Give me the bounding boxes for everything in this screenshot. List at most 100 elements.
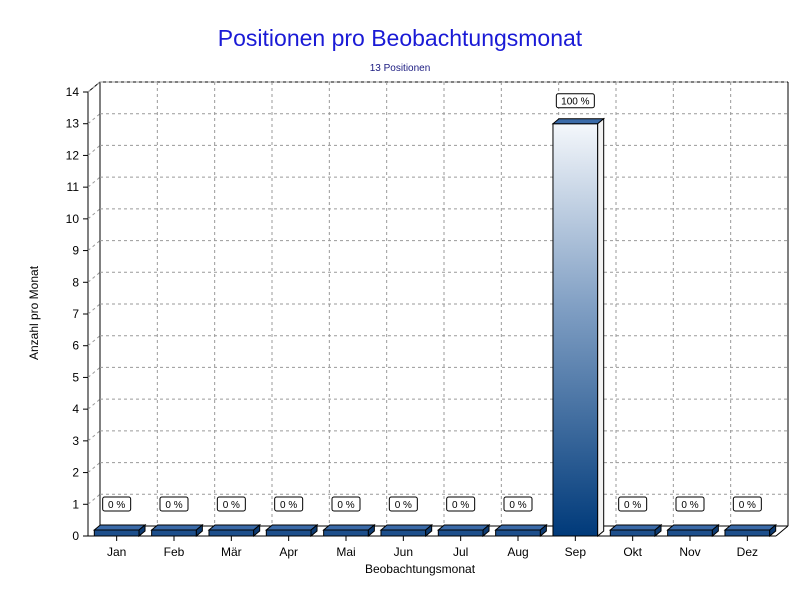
y-axis-label: Anzahl pro Monat bbox=[27, 265, 41, 360]
y-tick-label: 5 bbox=[72, 370, 79, 384]
bar-side-face bbox=[310, 523, 318, 538]
bar-side-face bbox=[539, 523, 547, 538]
grid-line-side bbox=[87, 493, 101, 505]
bar-side-face bbox=[425, 523, 433, 538]
data-label-box bbox=[331, 496, 361, 512]
bar-sep bbox=[552, 123, 599, 537]
x-tick-label: Okt bbox=[623, 545, 642, 559]
data-label-box bbox=[102, 496, 132, 512]
y-tick-label: 8 bbox=[72, 275, 79, 289]
data-label: 0 % bbox=[280, 500, 297, 511]
bar-apr bbox=[265, 529, 312, 537]
x-tick-label: Jun bbox=[394, 545, 413, 559]
x-tick-label: Feb bbox=[164, 545, 185, 559]
data-label: 0 % bbox=[624, 500, 641, 511]
grid-line-side bbox=[87, 303, 101, 315]
data-label-box bbox=[388, 496, 418, 512]
data-label-box bbox=[159, 496, 189, 512]
data-label: 0 % bbox=[223, 500, 240, 511]
bar-mär bbox=[208, 529, 255, 537]
y-tick-label: 12 bbox=[66, 148, 80, 162]
bar-side-face bbox=[195, 523, 203, 538]
data-label-box bbox=[503, 496, 533, 512]
y-tick-label: 9 bbox=[72, 244, 79, 258]
grid-line-side bbox=[87, 81, 101, 93]
y-tick-label: 6 bbox=[72, 339, 79, 353]
x-tick-label: Sep bbox=[565, 545, 587, 559]
data-label-box bbox=[555, 93, 595, 109]
grid-line-side bbox=[87, 367, 101, 378]
bar-top-face bbox=[379, 524, 434, 531]
grid-line-side bbox=[87, 271, 101, 283]
data-label-box bbox=[675, 496, 705, 512]
data-label: 0 % bbox=[395, 500, 412, 511]
y-tick-label: 13 bbox=[66, 117, 80, 131]
bar-okt bbox=[609, 529, 656, 537]
x-tick-label: Aug bbox=[507, 545, 528, 559]
grid-line-side bbox=[87, 145, 101, 156]
bar-jan bbox=[93, 529, 140, 537]
grid-line-side bbox=[87, 430, 101, 442]
x-tick-label: Dez bbox=[737, 545, 758, 559]
data-label-box bbox=[216, 496, 246, 512]
bar-side-face bbox=[654, 523, 662, 538]
y-tick-label: 10 bbox=[66, 212, 80, 226]
bar-dez bbox=[724, 529, 771, 537]
bar-top-face bbox=[723, 524, 778, 531]
x-tick-label: Mai bbox=[336, 545, 355, 559]
y-tick-label: 11 bbox=[67, 180, 80, 194]
bar-aug bbox=[495, 529, 541, 537]
grid-line-side bbox=[87, 335, 101, 347]
bar-top-face bbox=[551, 118, 606, 125]
bar-top-face bbox=[264, 524, 319, 531]
bar-top-face bbox=[322, 524, 376, 531]
bar-side-face bbox=[711, 523, 719, 538]
bar-top-face bbox=[494, 524, 548, 531]
grid-line-side bbox=[87, 113, 101, 125]
bar-top-face bbox=[666, 524, 720, 531]
x-axis-label: Beobachtungsmonat bbox=[365, 562, 476, 576]
bar-nov bbox=[667, 529, 713, 537]
bar-top-face bbox=[436, 524, 491, 531]
data-label-box bbox=[446, 496, 476, 512]
x-tick-label: Nov bbox=[679, 545, 700, 559]
data-label: 100 % bbox=[561, 97, 589, 108]
bar-side-face bbox=[253, 523, 261, 538]
y-tick-label: 2 bbox=[72, 466, 79, 480]
data-label: 0 % bbox=[452, 500, 469, 511]
bar-jun bbox=[380, 529, 427, 537]
y-tick-label: 7 bbox=[72, 307, 79, 321]
data-label: 0 % bbox=[337, 500, 354, 511]
bar-side-face bbox=[769, 523, 777, 538]
x-tick-label: Mär bbox=[221, 545, 242, 559]
data-label-box bbox=[732, 496, 762, 512]
grid-line-side bbox=[87, 462, 101, 473]
data-label: 0 % bbox=[739, 500, 756, 511]
data-label-box bbox=[274, 496, 304, 512]
x-tick-label: Apr bbox=[279, 545, 298, 559]
floor-right-edge bbox=[775, 525, 789, 537]
bar-jul bbox=[437, 529, 484, 537]
grid-line-side bbox=[87, 176, 101, 188]
bar-mai bbox=[323, 529, 369, 537]
bar-side-face bbox=[138, 523, 146, 538]
data-label: 0 % bbox=[509, 500, 526, 511]
chart-subtitle: 13 Positionen bbox=[370, 63, 431, 74]
y-tick-label: 1 bbox=[72, 497, 79, 511]
x-tick-label: Jan bbox=[107, 545, 126, 559]
bar-top-face bbox=[150, 524, 204, 531]
grid-line-side bbox=[87, 398, 101, 410]
bar-side-face bbox=[597, 117, 605, 538]
y-tick-label: 14 bbox=[66, 85, 80, 99]
y-tick-label: 4 bbox=[72, 402, 79, 416]
data-label: 0 % bbox=[108, 500, 125, 511]
y-tick-label: 3 bbox=[72, 434, 79, 448]
x-tick-label: Jul bbox=[453, 545, 468, 559]
chart-title: Positionen pro Beobachtungsmonat bbox=[218, 25, 583, 51]
data-label: 0 % bbox=[165, 500, 182, 511]
bar-top-face bbox=[207, 524, 262, 531]
bar-side-face bbox=[367, 523, 375, 538]
bar-top-face bbox=[608, 524, 663, 531]
bar-feb bbox=[151, 529, 197, 537]
